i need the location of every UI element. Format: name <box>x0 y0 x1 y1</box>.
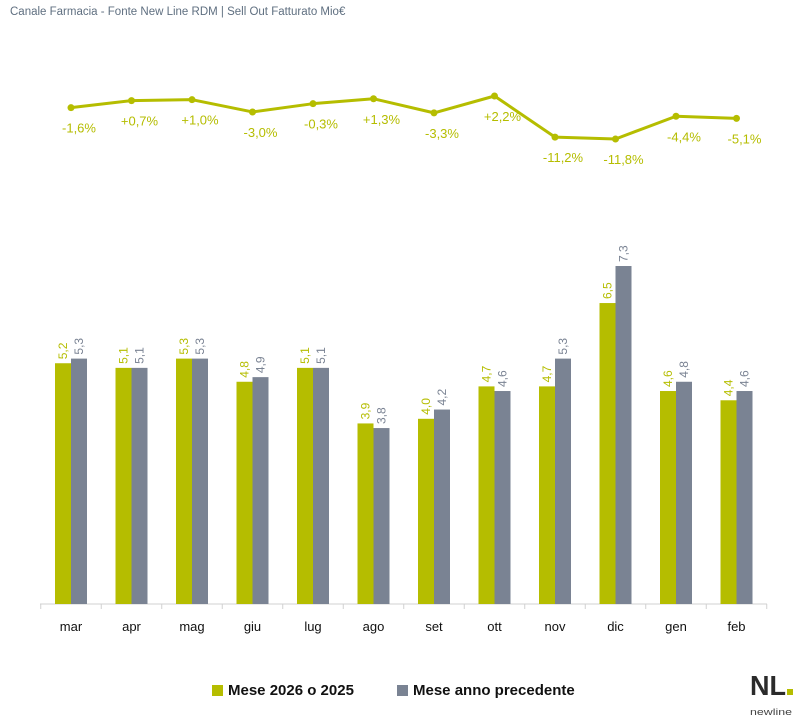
bar-label-current-giu: 4,8 <box>238 361 252 378</box>
growth-point-dic <box>612 135 619 143</box>
bar-previous-ago <box>373 428 390 604</box>
growth-label-mar: -1,6% <box>62 121 96 136</box>
bar-current-dic <box>599 303 616 604</box>
bar-previous-set <box>434 409 450 604</box>
bar-label-previous-giu: 4,9 <box>254 356 268 373</box>
growth-label-gen: -4,4% <box>667 129 701 144</box>
legend-label-current: Mese 2026 o 2025 <box>228 682 354 699</box>
x-tick-label-giu: giu <box>244 619 261 634</box>
bar-current-mar <box>55 363 71 604</box>
growth-point-apr <box>128 97 135 105</box>
bar-previous-mar <box>71 358 87 604</box>
growth-point-ott <box>491 92 498 100</box>
bar-previous-apr <box>131 367 148 604</box>
growth-label-set: -3,3% <box>425 126 459 141</box>
bar-label-current-nov: 4,7 <box>540 365 554 382</box>
growth-line <box>70 94 737 141</box>
legend-swatch-previous <box>397 685 408 696</box>
growth-point-mar <box>67 104 75 112</box>
bar-label-current-dic: 6,5 <box>601 282 615 299</box>
growth-point-nov <box>551 133 559 141</box>
growth-point-gen <box>672 112 680 120</box>
x-tick-label-dic: dic <box>607 619 624 634</box>
chart-title: Canale Farmacia - Fonte New Line RDM | S… <box>10 6 346 18</box>
growth-label-feb: -5,1% <box>728 131 762 146</box>
bar-current-mag <box>176 358 192 604</box>
bar-label-previous-ott: 4,6 <box>496 370 510 387</box>
bar-label-previous-apr: 5,1 <box>133 347 147 364</box>
growth-label-giu: -3,0% <box>244 125 278 140</box>
svg-text:NL: NL <box>750 671 786 701</box>
bar-current-ott <box>478 386 495 604</box>
growth-point-giu <box>249 108 256 116</box>
bar-previous-giu <box>252 377 269 604</box>
growth-point-set <box>430 109 438 117</box>
bar-label-current-mar: 5,2 <box>56 342 70 359</box>
growth-label-dic: -11,8% <box>603 152 644 167</box>
x-tick-label-nov: nov <box>545 619 566 634</box>
bar-current-ago <box>357 423 374 604</box>
legend-label-previous: Mese anno precedente <box>413 682 575 699</box>
bar-label-previous-mar: 5,3 <box>72 338 86 355</box>
x-tick-label-mar: mar <box>60 619 83 634</box>
growth-label-apr: +0,7% <box>121 114 159 129</box>
x-tick-label-lug: lug <box>304 619 321 634</box>
bar-previous-lug <box>313 367 329 604</box>
growth-point-lug <box>309 100 317 108</box>
growth-point-mag <box>188 96 196 104</box>
bar-label-previous-mag: 5,3 <box>193 338 207 355</box>
bar-previous-ott <box>494 391 511 604</box>
bar-label-current-ott: 4,7 <box>480 365 494 382</box>
bar-previous-dic <box>615 266 632 604</box>
newline-logo: NL newline <box>750 671 793 717</box>
x-tick-label-ott: ott <box>487 619 502 634</box>
x-tick-label-apr: apr <box>122 619 141 634</box>
bar-label-previous-feb: 4,6 <box>738 370 752 387</box>
bar-label-previous-set: 4,2 <box>435 389 449 406</box>
legend-item-previous: Mese anno precedente <box>397 682 575 699</box>
bar-label-current-ago: 3,9 <box>359 402 373 419</box>
bar-current-lug <box>297 367 313 604</box>
bar-current-gen <box>660 391 676 604</box>
legend-swatch-current <box>212 685 223 696</box>
bar-label-current-mag: 5,3 <box>177 338 191 355</box>
bar-current-feb <box>720 400 737 604</box>
legend-item-current: Mese 2026 o 2025 <box>212 682 354 699</box>
growth-label-mag: +1,0% <box>181 113 219 128</box>
x-tick-label-ago: ago <box>363 619 385 634</box>
growth-point-feb <box>733 114 740 122</box>
bar-label-current-feb: 4,4 <box>722 379 736 396</box>
bar-label-previous-gen: 4,8 <box>677 361 691 378</box>
x-tick-label-set: set <box>425 619 443 634</box>
bar-label-previous-nov: 5,3 <box>556 338 570 355</box>
bar-current-apr <box>115 367 132 604</box>
bar-current-set <box>418 418 434 604</box>
bar-label-current-apr: 5,1 <box>117 347 131 364</box>
svg-text:newline: newline <box>750 707 792 717</box>
growth-label-ago: +1,3% <box>363 112 401 127</box>
x-tick-label-mag: mag <box>179 619 204 634</box>
bar-label-current-gen: 4,6 <box>661 370 675 387</box>
growth-label-ott: +2,2% <box>484 109 522 124</box>
x-tick-label-feb: feb <box>727 619 745 634</box>
growth-label-lug: -0,3% <box>304 117 338 132</box>
bar-label-previous-lug: 5,1 <box>314 347 328 364</box>
growth-point-ago <box>370 95 377 103</box>
bar-label-current-set: 4,0 <box>419 398 433 415</box>
bar-previous-gen <box>676 381 692 604</box>
bar-previous-feb <box>736 391 753 604</box>
bar-previous-nov <box>555 358 571 604</box>
bar-label-previous-ago: 3,8 <box>375 407 389 424</box>
bar-current-nov <box>539 386 555 604</box>
growth-label-nov: -11,2% <box>543 150 584 165</box>
bar-previous-mag <box>192 358 208 604</box>
x-tick-label-gen: gen <box>665 619 687 634</box>
bar-label-current-lug: 5,1 <box>298 347 312 364</box>
bar-current-giu <box>236 381 253 604</box>
bar-label-previous-dic: 7,3 <box>617 245 631 262</box>
